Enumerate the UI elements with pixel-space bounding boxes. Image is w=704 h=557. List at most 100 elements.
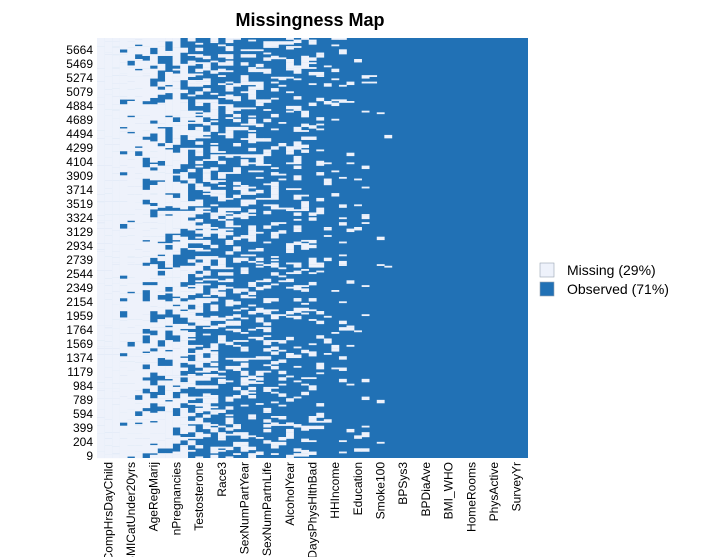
- missing-cell: [293, 307, 302, 312]
- missing-cell: [97, 382, 105, 389]
- missing-cell: [165, 259, 173, 265]
- missing-cell: [210, 38, 219, 42]
- missing-cell: [149, 306, 158, 312]
- missing-cell: [97, 112, 105, 121]
- missing-cell: [240, 62, 249, 66]
- missing-cell: [119, 383, 128, 388]
- missing-cell: [165, 340, 173, 344]
- y-tick-label: 3519: [66, 197, 93, 211]
- missing-cell: [172, 210, 181, 218]
- x-tick-label: Smoke100: [374, 462, 388, 520]
- missing-cell: [202, 233, 211, 236]
- missing-cell: [225, 357, 234, 360]
- missing-cell: [225, 60, 234, 65]
- missing-cell: [270, 231, 279, 236]
- missing-cell: [225, 97, 234, 100]
- missing-cell: [376, 236, 385, 241]
- missing-cell: [263, 285, 272, 289]
- y-tick-label: 1179: [67, 365, 93, 379]
- missing-cell: [217, 199, 226, 202]
- missing-cell: [127, 41, 136, 48]
- missing-cell: [278, 173, 287, 176]
- missing-cell: [270, 222, 279, 226]
- missing-cell: [149, 278, 158, 283]
- missing-cell: [278, 267, 287, 270]
- missing-cell: [119, 52, 128, 55]
- missing-cell: [293, 270, 302, 273]
- missing-cell: [172, 57, 181, 66]
- missing-cell: [157, 433, 166, 441]
- missing-cell: [127, 186, 136, 195]
- missing-cell: [255, 451, 264, 455]
- missing-cell: [180, 210, 189, 218]
- missing-cell: [112, 180, 120, 184]
- missing-cell: [172, 241, 181, 252]
- missing-cell: [187, 241, 196, 244]
- missing-cell: [187, 333, 196, 338]
- missing-cell: [149, 246, 158, 255]
- y-tick-label: 789: [73, 393, 93, 407]
- missing-cell: [248, 68, 257, 73]
- missing-cell: [195, 73, 204, 76]
- missing-cell: [255, 154, 264, 158]
- missing-cell: [112, 75, 120, 79]
- missing-cell: [248, 118, 257, 121]
- missing-cell: [286, 262, 294, 265]
- missing-cell: [180, 50, 189, 53]
- missing-cell: [134, 333, 143, 342]
- missing-cell: [180, 120, 189, 126]
- missing-cell: [119, 367, 128, 376]
- missing-cell: [104, 144, 113, 155]
- missing-cell: [187, 269, 196, 273]
- missing-cell: [112, 167, 120, 174]
- missing-cell: [202, 168, 211, 173]
- missing-cell: [217, 335, 226, 338]
- missing-cell: [97, 364, 105, 373]
- missing-cell: [233, 322, 241, 326]
- missing-cell: [119, 246, 128, 254]
- missing-cell: [149, 269, 158, 279]
- missing-cell: [119, 54, 128, 58]
- missing-cell: [263, 138, 272, 140]
- missing-cell: [233, 97, 241, 102]
- missing-cell: [240, 254, 249, 257]
- missing-cell: [263, 164, 272, 166]
- missing-cell: [97, 425, 105, 428]
- missing-cell: [210, 99, 219, 102]
- missing-cell: [172, 353, 181, 359]
- missing-cell: [134, 441, 143, 446]
- missing-cell: [195, 84, 204, 87]
- missing-cell: [210, 112, 219, 116]
- missing-cell: [202, 361, 211, 363]
- missing-cell: [278, 416, 287, 420]
- missing-cell: [233, 386, 241, 391]
- missing-cell: [210, 115, 219, 119]
- missing-cell: [346, 81, 355, 86]
- missing-cell: [316, 320, 325, 325]
- missing-cell: [233, 107, 241, 111]
- missing-cell: [293, 262, 302, 266]
- missing-cell: [112, 364, 120, 371]
- missing-cell: [248, 54, 257, 56]
- missing-cell: [195, 403, 204, 407]
- missing-cell: [255, 176, 264, 179]
- x-tick-label: DaysPhysHlthBad: [306, 462, 320, 557]
- missing-cell: [142, 204, 151, 215]
- missing-cell: [361, 425, 370, 428]
- y-tick-label: 4299: [66, 141, 93, 155]
- missing-cell: [225, 241, 234, 244]
- missing-cell: [165, 122, 173, 128]
- missing-cell: [104, 278, 113, 286]
- missing-cell: [270, 309, 279, 312]
- missing-cell: [187, 299, 196, 304]
- missing-cell: [263, 57, 272, 61]
- missing-cell: [157, 327, 166, 331]
- missing-cell: [308, 353, 317, 357]
- missing-cell: [149, 296, 158, 307]
- missing-cell: [180, 110, 189, 118]
- missing-cell: [134, 403, 143, 409]
- missing-cell: [195, 185, 204, 187]
- missing-cell: [210, 386, 219, 389]
- missing-cell: [293, 194, 302, 197]
- missing-cell: [301, 207, 310, 212]
